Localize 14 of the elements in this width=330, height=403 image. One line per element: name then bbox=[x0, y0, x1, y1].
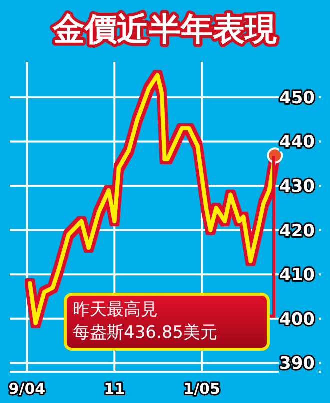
x-tick-label: 9/04 bbox=[8, 380, 46, 398]
chart-title: 金價近半年表現 bbox=[52, 10, 277, 48]
y-tick-label: 430 bbox=[280, 177, 316, 197]
y-tick-label: 410 bbox=[280, 266, 316, 286]
y-tick-label: 450 bbox=[280, 88, 316, 108]
y-tick-label: 390 bbox=[280, 354, 316, 374]
y-tick-label: 400 bbox=[280, 310, 316, 330]
annotation: 每盎斯436.85美元 bbox=[73, 322, 218, 345]
x-tick-label: 11 bbox=[104, 380, 126, 398]
annotation: 昨天最高見 bbox=[73, 299, 159, 322]
y-tick-label: 420 bbox=[280, 221, 316, 242]
y-tick-label: 440 bbox=[280, 132, 316, 153]
x-tick-label: 1/05 bbox=[184, 380, 220, 398]
callout-box: 昨天最高見 每盎斯436.85美元 bbox=[64, 293, 270, 351]
